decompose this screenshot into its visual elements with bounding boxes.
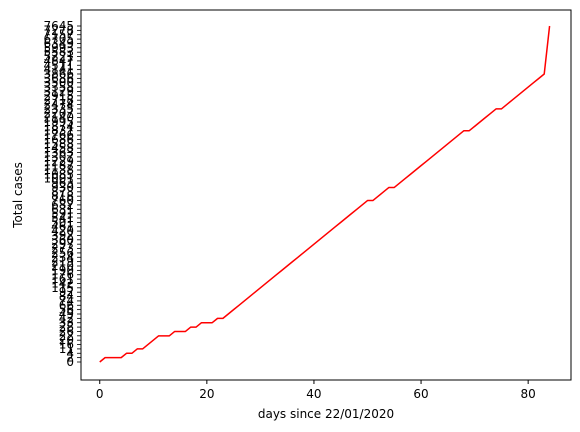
x-tick-label: 80 xyxy=(521,387,536,401)
series-layer xyxy=(99,25,551,363)
y-tick-label: 56 xyxy=(59,303,74,317)
y-tick-label: 92 xyxy=(59,285,74,299)
y-tick-label: 682 xyxy=(51,198,74,212)
y-tick-label: 49 xyxy=(59,307,74,321)
y-tick-label: 2474 xyxy=(43,98,74,112)
y-tick-label: 1458 xyxy=(43,141,74,155)
y-tick-label: 22 xyxy=(59,329,74,343)
y-tick-label: 28 xyxy=(59,320,74,334)
y-tick-label: 5993 xyxy=(43,41,74,55)
plot-background xyxy=(81,10,571,380)
x-tick-label: 20 xyxy=(199,387,214,401)
y-tick-label: 0 xyxy=(66,355,74,369)
y-tick-label: 2207 xyxy=(43,106,74,120)
y-tick-label: 4 xyxy=(66,346,74,360)
y-tick-label: 84 xyxy=(59,290,74,304)
y-tick-label: 1187 xyxy=(43,159,74,173)
y-tick-label: 392 xyxy=(51,228,74,242)
y-tick-label: 1363 xyxy=(43,146,74,160)
series-line xyxy=(99,25,551,363)
y-tick-label: 7157 xyxy=(43,28,74,42)
y-tick-label: 210 xyxy=(51,259,74,273)
y-tick-label: 176 xyxy=(51,268,74,282)
y-tick-label: 1766 xyxy=(43,128,74,142)
y-tick-label: 5221 xyxy=(43,50,74,64)
y-tick-label: 1138 xyxy=(43,163,74,177)
y-tick-label: 74 xyxy=(59,294,74,308)
y-tick-label: 501 xyxy=(51,215,74,229)
y-tick-label: 2335 xyxy=(43,102,74,116)
y-tick-label: 1686 xyxy=(43,132,74,146)
y-tick-label: 631 xyxy=(51,202,74,216)
y-tick-label: 5583 xyxy=(43,45,74,59)
y-tick-label: 1085 xyxy=(43,167,74,181)
y-tick-label: 4847 xyxy=(43,54,74,68)
y-tick-label: 42 xyxy=(59,311,74,325)
x-axis-label: days since 22/01/2020 xyxy=(258,407,394,421)
y-tick-label: 818 xyxy=(51,189,74,203)
y-tick-label: 1874 xyxy=(43,119,74,133)
y-tick-label: 273 xyxy=(51,242,74,256)
y-tick-label: 66 xyxy=(59,298,74,312)
y-tick-label: 3358 xyxy=(43,80,74,94)
y-tick-label: 2 xyxy=(66,351,74,365)
y-tick-label: 4511 xyxy=(43,58,74,72)
y-tick-label: 2140 xyxy=(43,111,74,125)
y-tick-label: 142 xyxy=(51,276,74,290)
y-tick-label: 930 xyxy=(51,180,74,194)
y-tick-label: 2718 xyxy=(43,93,74,107)
y-tick-label: 115 xyxy=(51,281,74,295)
y-tick-label: 33 xyxy=(59,316,74,330)
y-tick-label: 6349 xyxy=(43,36,74,50)
y-tick-label: 3866 xyxy=(43,67,74,81)
y-tick-label: 1229 xyxy=(43,154,74,168)
y-tick-label: 1588 xyxy=(43,137,74,151)
y-tick-label: 6705 xyxy=(43,32,74,46)
y-tick-label: 7645 xyxy=(43,19,74,33)
y-tick-label: 256 xyxy=(51,246,74,260)
y-tick-label: 1001 xyxy=(43,172,74,186)
y-tick-label: 541 xyxy=(51,211,74,225)
y-tick-label: 760 xyxy=(51,194,74,208)
y-tick-label: 963 xyxy=(51,176,74,190)
y-tick-label: 234 xyxy=(51,250,74,264)
y-tick-label: 190 xyxy=(51,263,74,277)
y-tick-label: 420 xyxy=(51,224,74,238)
y-tick-label: 7278 xyxy=(43,23,74,37)
y-tick-label: 2915 xyxy=(43,89,74,103)
y-tick-label: 1831 xyxy=(43,124,74,138)
y-tick-label: 1995 xyxy=(43,115,74,129)
y-tick-label: 3686 xyxy=(43,71,74,85)
y-tick-label: 360 xyxy=(51,233,74,247)
y-tick-label: 219 xyxy=(51,255,74,269)
y-tick-label: 873 xyxy=(51,185,74,199)
y-tick-label: 461 xyxy=(51,220,74,234)
y-axis-ticks: 0241116202226283342495666748492115142161… xyxy=(43,19,81,369)
y-tick-label: 26 xyxy=(59,324,74,338)
y-tick-label: 3129 xyxy=(43,84,74,98)
y-tick-label: 16 xyxy=(59,338,74,352)
y-tick-label: 3500 xyxy=(43,76,74,90)
x-tick-label: 60 xyxy=(413,387,428,401)
plot-frame xyxy=(80,9,572,381)
y-tick-label: 4141 xyxy=(43,63,74,77)
y-tick-label: 11 xyxy=(59,342,74,356)
x-tick-label: 40 xyxy=(306,387,321,401)
y-tick-label: 1307 xyxy=(43,150,74,164)
y-tick-label: 161 xyxy=(51,272,74,286)
x-axis-ticks: 0 20 40 60 80 xyxy=(96,380,536,401)
y-tick-label: 20 xyxy=(59,333,74,347)
x-tick-label: 0 xyxy=(96,387,104,401)
y-axis-label: Total cases xyxy=(11,162,25,229)
y-tick-label: 297 xyxy=(51,237,74,251)
y-tick-label: 591 xyxy=(51,207,74,221)
